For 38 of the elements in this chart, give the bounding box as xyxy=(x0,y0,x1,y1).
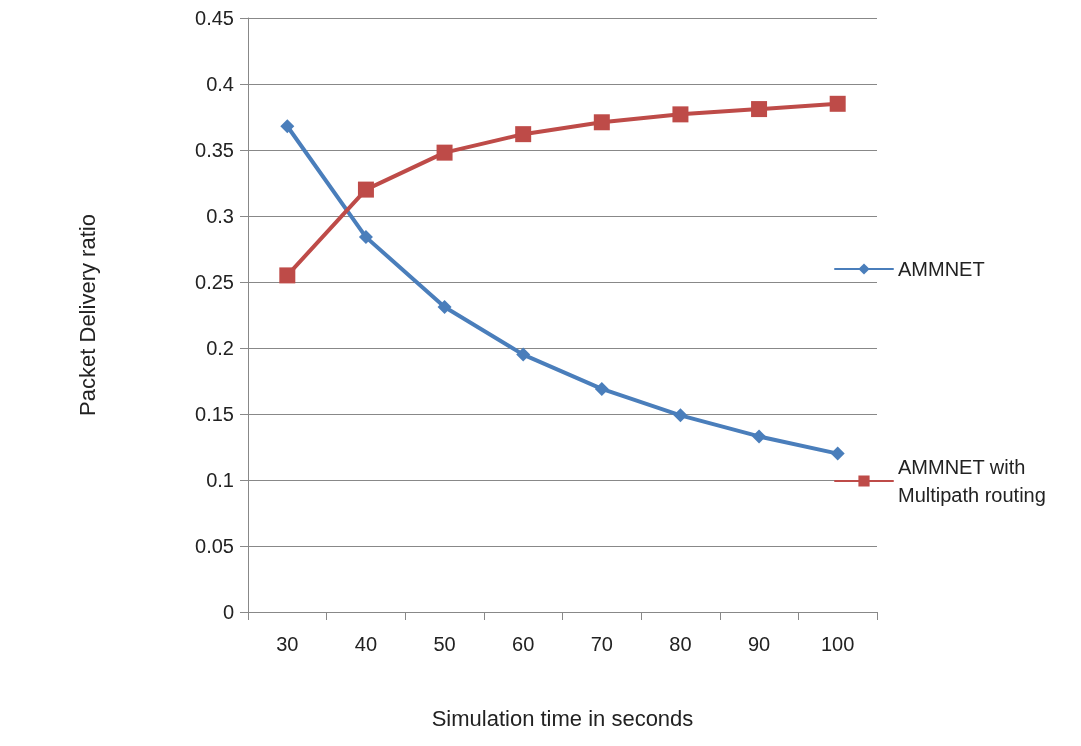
x-tick-label: 40 xyxy=(354,633,378,655)
point xyxy=(673,408,688,423)
point xyxy=(436,144,453,161)
point xyxy=(672,106,689,123)
point xyxy=(357,181,374,198)
x-axis-title: Simulation time in seconds xyxy=(431,705,694,731)
point xyxy=(593,114,610,131)
point xyxy=(280,119,295,134)
point xyxy=(594,381,609,396)
y-tick-label: 0.35 xyxy=(195,139,234,161)
legend-label: AMMNET with Multipath routing xyxy=(898,456,1046,506)
y-tick-label: 0.15 xyxy=(195,403,234,425)
point xyxy=(279,267,296,284)
y-tick-label: 0.05 xyxy=(195,535,234,557)
point xyxy=(516,347,531,362)
y-tick-label: 0.4 xyxy=(206,73,234,95)
x-tick-label: 30 xyxy=(276,633,299,655)
y-tick-label: 0.45 xyxy=(195,7,234,29)
y-tick-label: 0.25 xyxy=(195,271,234,293)
x-tick-label: 60 xyxy=(512,633,535,655)
x-tick-label: 80 xyxy=(669,633,692,655)
x-tick-label: 70 xyxy=(590,633,613,655)
point xyxy=(515,126,532,143)
y-tick-label: 0.3 xyxy=(206,205,234,227)
point xyxy=(752,429,767,444)
x-tick-label: 90 xyxy=(747,633,771,655)
legend-label: AMMNET xyxy=(898,258,985,280)
y-tick-label: 0.2 xyxy=(206,337,234,359)
y-tick-label: 0 xyxy=(222,601,234,623)
point xyxy=(829,95,846,112)
y-tick-label: 0.1 xyxy=(206,469,234,491)
x-tick-label: 50 xyxy=(433,633,456,655)
point xyxy=(751,101,768,118)
point xyxy=(830,446,845,461)
point xyxy=(358,230,373,245)
point xyxy=(437,300,452,315)
y-axis-title: Packet Delivery ratio xyxy=(74,214,100,416)
x-tick-label: 100 xyxy=(821,633,855,655)
